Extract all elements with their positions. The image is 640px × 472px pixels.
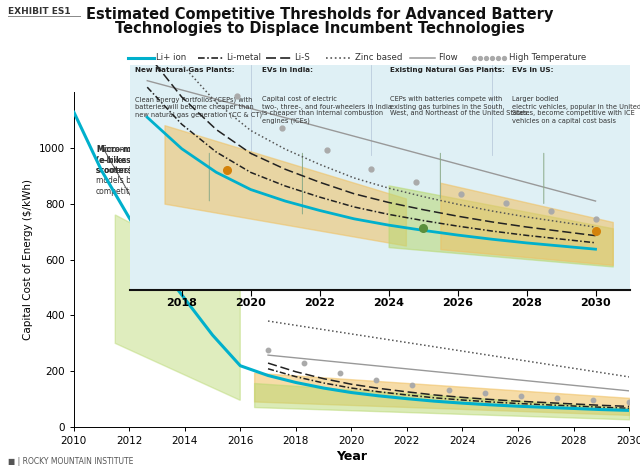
X-axis label: Year: Year <box>336 450 367 464</box>
Text: Estimated Competitive Thresholds for Advanced Battery: Estimated Competitive Thresholds for Adv… <box>86 7 554 22</box>
Text: Micro-mobility
(e-bikes and
scooters): Micro-mobility (e-bikes and scooters) <box>96 145 158 175</box>
Text: Flow: Flow <box>438 53 458 62</box>
Text: Li+ ion: Li+ ion <box>156 53 186 62</box>
Text: Clean Energy Portfolios (CEPs) with
batteries will become cheaper than
new natur: Clean Energy Portfolios (CEPs) with batt… <box>135 96 262 118</box>
Text: Existing Natural Gas Plants:: Existing Natural Gas Plants: <box>390 67 505 73</box>
Text: High Temperature: High Temperature <box>509 53 587 62</box>
Text: Electric vehicles (EVs) become more cost-effective
on a lifetime basis: Total co: Electric vehicles (EVs) become more cost… <box>268 247 462 275</box>
Text: New Natural Gas Plants:: New Natural Gas Plants: <box>135 67 235 73</box>
Text: EVs in US:: EVs in US: <box>513 67 554 73</box>
Text: Li-metal: Li-metal <box>227 53 262 62</box>
Text: Capital cost of electric
two-, three-, and four-wheelers in India
is cheaper tha: Capital cost of electric two-, three-, a… <box>262 96 392 124</box>
Text: Zinc based: Zinc based <box>355 53 402 62</box>
Text: EVs in India:: EVs in India: <box>262 67 314 73</box>
Polygon shape <box>115 215 240 400</box>
Text: Technologies to Displace Incumbent Technologies: Technologies to Displace Incumbent Techn… <box>115 21 525 36</box>
Y-axis label: Capital Cost of Energy ($/kWh): Capital Cost of Energy ($/kWh) <box>23 179 33 340</box>
Text: ■ | ROCKY MOUNTAIN INSTITUTE: ■ | ROCKY MOUNTAIN INSTITUTE <box>8 457 133 466</box>
Text: Micro-mobility
(e-bikes and
scooters) business
models become
competitive: Micro-mobility (e-bikes and scooters) bu… <box>96 145 167 196</box>
Text: Li-S: Li-S <box>294 53 310 62</box>
Text: CEPs with batteries compete with
existing gas turbines in the South,
West, and N: CEPs with batteries compete with existin… <box>390 96 529 117</box>
Text: Larger bodied
electric vehicles, popular in the United
States, become competitiv: Larger bodied electric vehicles, popular… <box>513 96 640 124</box>
Text: EXHIBIT ES1: EXHIBIT ES1 <box>8 7 70 16</box>
